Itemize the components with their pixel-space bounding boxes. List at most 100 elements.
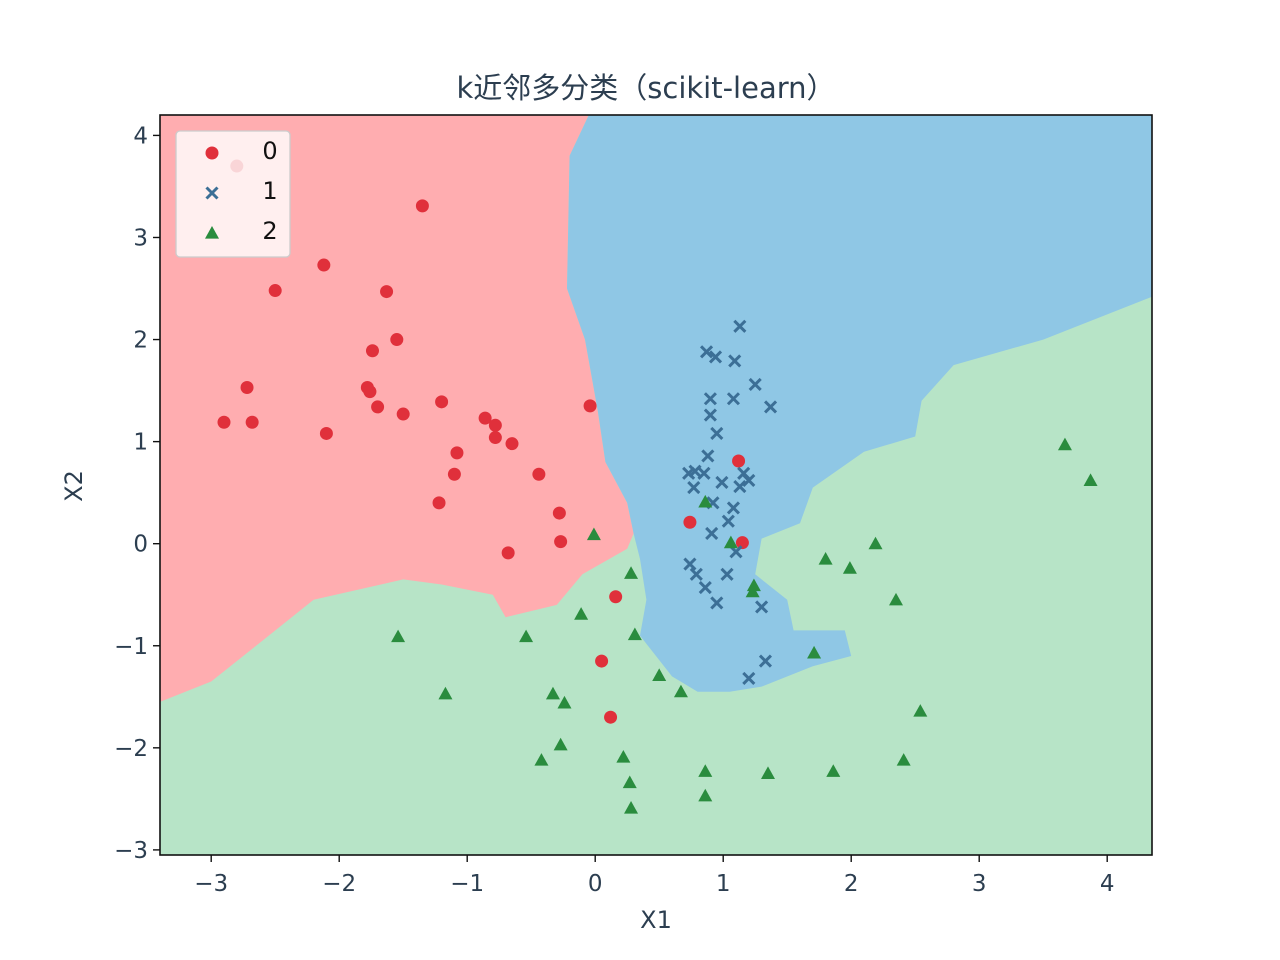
data-point-class-2 — [868, 536, 883, 550]
data-point-class-1 — [758, 654, 773, 668]
data-point-class-2 — [673, 684, 688, 698]
data-point-class-2 — [652, 668, 667, 681]
data-point-class-1 — [763, 400, 778, 414]
data-point-class-2 — [545, 686, 560, 700]
plot-frame — [159, 114, 1153, 856]
x-tick-label: 1 — [716, 871, 731, 897]
data-point-class-2 — [746, 578, 761, 592]
y-tick-label: −3 — [114, 838, 148, 864]
data-point-class-0 — [380, 285, 394, 299]
data-point-class-2 — [807, 645, 822, 659]
data-point-class-2 — [616, 750, 631, 763]
data-point-class-0 — [488, 431, 502, 445]
y-axis: −3 −2 −1 0 1 2 3 4 — [114, 123, 160, 864]
data-point-class-0 — [683, 515, 697, 529]
data-point-class-2 — [553, 737, 568, 751]
data-point-class-2 — [913, 704, 928, 717]
decision-region-class-1 — [567, 115, 1152, 692]
data-point-class-0 — [554, 535, 568, 549]
data-point-class-1 — [726, 501, 741, 515]
data-point-class-2 — [818, 552, 833, 565]
data-point-class-2 — [391, 629, 406, 643]
data-point-class-1 — [742, 473, 756, 487]
data-point-class-2 — [761, 766, 775, 779]
x-tick-label: 4 — [1100, 871, 1115, 897]
data-point-class-0 — [245, 415, 259, 429]
data-point-class-2 — [889, 592, 903, 606]
data-point-class-0 — [595, 654, 609, 668]
data-point-class-0 — [735, 536, 749, 550]
data-point-class-0 — [532, 467, 546, 481]
data-point-class-0 — [478, 411, 492, 425]
data-point-class-0 — [396, 407, 410, 421]
data-point-class-0 — [415, 199, 429, 213]
data-point-class-1 — [728, 354, 742, 368]
data-point-class-1 — [689, 567, 703, 581]
data-point-class-1 — [726, 392, 741, 406]
data-point-class-2 — [842, 561, 857, 574]
data-point-class-2 — [698, 494, 713, 508]
data-point-class-1 — [742, 671, 756, 685]
y-tick-label: 3 — [133, 225, 148, 251]
data-point-class-0 — [435, 395, 449, 409]
data-point-class-1 — [755, 600, 769, 614]
data-point-class-1 — [698, 581, 712, 595]
legend-label-1: 1 — [262, 177, 277, 205]
data-point-class-0 — [363, 385, 377, 399]
data-point-class-2 — [723, 535, 738, 549]
data-point-class-0 — [732, 454, 746, 468]
legend-label-2: 2 — [262, 217, 277, 245]
x-tick-label: 3 — [972, 871, 987, 897]
data-points — [217, 159, 1098, 814]
y-tick-label: 1 — [133, 430, 148, 456]
data-point-class-0 — [217, 415, 231, 429]
data-point-class-1 — [710, 596, 724, 610]
legend-box — [175, 130, 291, 258]
data-point-class-1 — [708, 350, 723, 364]
x-tick-label: 2 — [844, 871, 859, 897]
data-point-class-1 — [748, 377, 762, 392]
data-point-class-2 — [1083, 473, 1098, 487]
data-point-class-0 — [450, 446, 464, 460]
data-point-class-0 — [583, 399, 597, 413]
data-point-class-0 — [609, 590, 623, 604]
chart-title: k近邻多分类（scikit-learn） — [456, 71, 835, 105]
y-tick-label: −1 — [114, 634, 148, 660]
data-point-class-1 — [710, 426, 724, 441]
data-point-class-0 — [319, 426, 333, 440]
legend-marker-class-2 — [205, 226, 219, 239]
data-point-class-1 — [705, 526, 719, 541]
data-point-class-1 — [715, 475, 729, 490]
x-tick-label: −3 — [194, 871, 228, 897]
data-point-class-1 — [721, 514, 735, 528]
data-point-class-1 — [703, 408, 717, 422]
data-point-class-1 — [687, 480, 701, 495]
y-axis-label: X2 — [60, 470, 88, 502]
data-point-class-2 — [698, 764, 713, 777]
data-point-class-0 — [447, 467, 461, 481]
data-point-class-0 — [317, 258, 331, 272]
data-point-class-2 — [622, 775, 637, 789]
data-point-class-0 — [432, 496, 446, 510]
y-tick-label: 0 — [133, 532, 148, 558]
data-point-class-2 — [534, 753, 549, 766]
y-tick-label: −2 — [114, 736, 148, 762]
legend-label-0: 0 — [262, 137, 277, 165]
plot-area — [160, 115, 1152, 855]
data-point-class-0 — [390, 333, 404, 347]
x-axis-label: X1 — [640, 906, 672, 934]
data-point-class-0 — [371, 400, 385, 414]
data-point-class-0 — [501, 546, 515, 560]
legend-markers — [205, 146, 219, 239]
data-point-class-0 — [488, 418, 502, 432]
data-point-class-2 — [1057, 437, 1072, 451]
legend-marker-class-0 — [205, 146, 219, 160]
decision-region-class-0 — [160, 115, 634, 702]
data-point-class-1 — [720, 567, 734, 581]
data-point-class-2 — [624, 801, 639, 814]
data-point-class-2 — [557, 695, 572, 709]
data-point-class-1 — [701, 449, 715, 463]
x-tick-label: −1 — [450, 871, 484, 897]
x-tick-label: −2 — [322, 871, 356, 897]
